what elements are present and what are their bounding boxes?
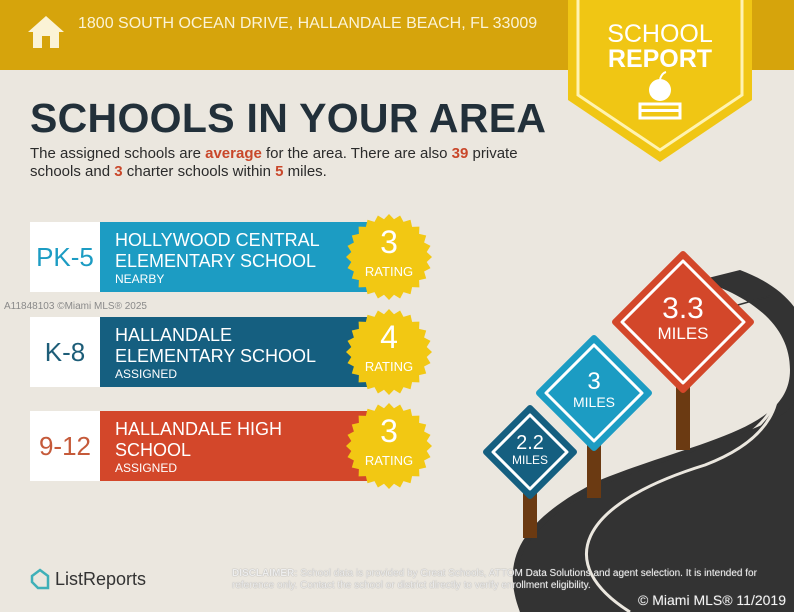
grade-range: 9-12: [30, 411, 100, 481]
school-info: HALLANDALE HIGH SCHOOL ASSIGNED: [100, 411, 390, 481]
school-name: HOLLYWOOD CENTRAL ELEMENTARY SCHOOL: [115, 230, 320, 271]
badge-title: SCHOOL REPORT: [607, 20, 713, 73]
school-row: PK-5 HOLLYWOOD CENTRAL ELEMENTARY SCHOOL…: [30, 214, 432, 300]
school-status: ASSIGNED: [115, 461, 178, 475]
rating-seal: [346, 309, 432, 395]
school-info: HOLLYWOOD CENTRAL ELEMENTARY SCHOOL NEAR…: [100, 222, 390, 292]
apple-books-icon: [638, 71, 682, 120]
school-status: ASSIGNED: [115, 367, 178, 381]
school-row: 9-12 HALLANDALE HIGH SCHOOL ASSIGNED 3 R…: [30, 403, 432, 489]
listreports-icon: [30, 568, 50, 590]
distance-label: 3.3 MILES: [657, 291, 709, 343]
distance-sign: [612, 251, 754, 393]
distance-label: 2.2 MILES: [511, 432, 548, 467]
rating-label: RATING: [364, 264, 414, 279]
school-row: K-8 HALLANDALE ELEMENTARY SCHOOL ASSIGNE…: [30, 309, 432, 395]
watermark: A11848103 ©Miami MLS® 2025: [4, 301, 147, 312]
distance-sign: [536, 335, 652, 451]
rating-seal: [346, 214, 432, 300]
rating-label: RATING: [364, 359, 414, 374]
rating-value: 4: [380, 319, 398, 355]
listreports-logo: ListReports: [30, 568, 146, 590]
rating-value: 3: [380, 224, 398, 260]
distance-sign: [483, 405, 577, 499]
grade-range: K-8: [30, 317, 100, 387]
rating-seal: [346, 403, 432, 489]
rating-label: RATING: [364, 453, 414, 468]
grade-range: PK-5: [30, 222, 100, 292]
school-name: HALLANDALE ELEMENTARY SCHOOL: [115, 325, 317, 366]
sign-post: [676, 380, 690, 450]
summary-text: The assigned schools are average for the…: [30, 145, 518, 180]
disclaimer: DISCLAIMER: School data is provided by G…: [232, 568, 757, 591]
page-title: SCHOOLS IN YOUR AREA: [30, 95, 547, 141]
distance-label: 3 MILES: [572, 368, 615, 411]
school-status: NEARBY: [115, 272, 165, 286]
property-address: 1800 SOUTH OCEAN DRIVE, HALLANDALE BEACH…: [78, 15, 538, 32]
school-info: HALLANDALE ELEMENTARY SCHOOL ASSIGNED: [100, 317, 390, 387]
school-name: HALLANDALE HIGH SCHOOL: [115, 419, 283, 460]
copyright: © Miami MLS® 11/2019: [638, 592, 786, 608]
school-report-badge: [568, 0, 752, 162]
house-icon: [28, 16, 64, 48]
rating-value: 3: [380, 413, 398, 449]
